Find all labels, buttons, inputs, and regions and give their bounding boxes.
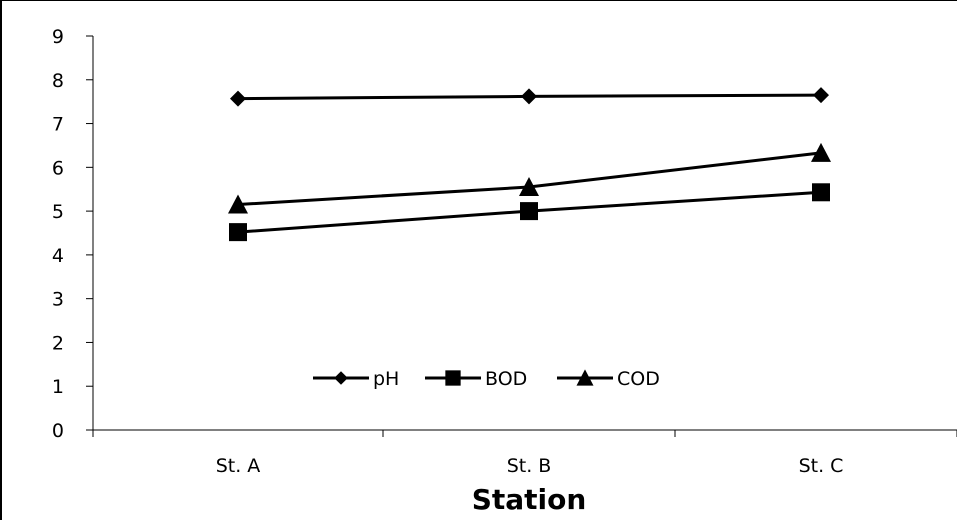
legend-marker-diamond [334, 371, 348, 385]
legend: pH BOD COD [313, 368, 660, 390]
y-tick-label: 5 [52, 201, 64, 223]
x-tick-label: St. C [799, 455, 844, 477]
point-bod-3 [812, 183, 830, 202]
y-tick-labels: 0 1 2 3 4 5 6 7 8 9 [52, 26, 64, 442]
point-ph-2 [521, 88, 537, 105]
point-bod-2 [520, 202, 538, 221]
point-cod-3 [811, 142, 831, 162]
series-layer [228, 87, 831, 242]
legend-label: BOD [485, 368, 527, 390]
legend-item-bod: BOD [425, 368, 527, 390]
point-bod-1 [229, 223, 247, 242]
y-tick-label: 7 [52, 114, 64, 136]
y-tick-label: 1 [52, 376, 64, 398]
point-ph-1 [230, 90, 246, 107]
x-tick-labels: St. A St. B St. C [216, 455, 844, 477]
x-axis-title: Station [472, 483, 587, 516]
legend-item-ph: pH [313, 368, 399, 390]
series-bod [229, 183, 830, 242]
point-ph-3 [813, 87, 829, 104]
y-tick-label: 2 [52, 332, 64, 354]
y-tick-label: 3 [52, 289, 64, 311]
legend-marker-square [445, 370, 461, 386]
y-tick-label: 0 [52, 420, 64, 442]
y-tick-label: 6 [52, 157, 64, 179]
series-cod [228, 142, 831, 214]
legend-marker-triangle [576, 369, 594, 386]
series-ph [230, 87, 829, 107]
x-tick-label: St. B [507, 455, 552, 477]
y-tick-label: 4 [52, 245, 64, 267]
x-tick-label: St. A [216, 455, 261, 477]
point-cod-1 [228, 194, 248, 214]
legend-label: COD [617, 368, 660, 390]
legend-label: pH [373, 368, 399, 390]
point-cod-2 [519, 177, 539, 197]
y-tick-label: 9 [52, 26, 64, 48]
legend-item-cod: COD [557, 368, 660, 390]
y-tick-label: 8 [52, 70, 64, 92]
axes [86, 35, 957, 437]
